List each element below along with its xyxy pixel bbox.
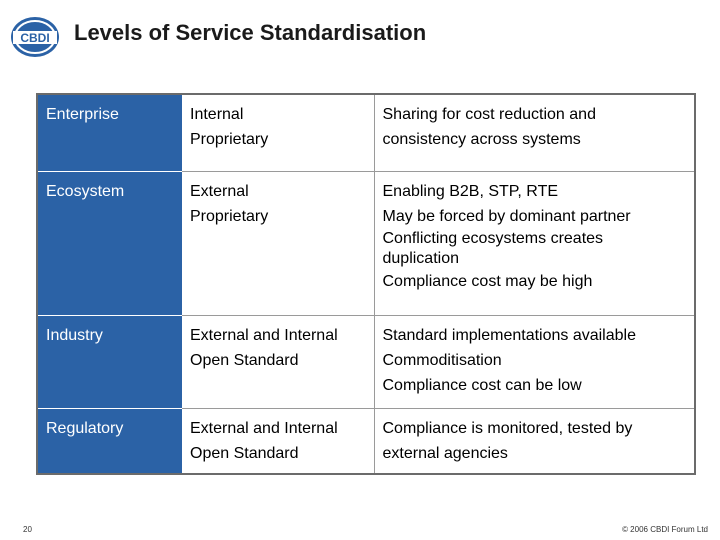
description-line: Enabling B2B, STP, RTE [382,182,559,200]
scope-line: External and Internal [190,326,338,344]
description-line: consistency across systems [382,131,581,148]
level-cell: Industry [37,314,182,409]
description-cell: Sharing for cost reduction and consisten… [374,93,695,172]
description-line: Compliance cost may be high [382,272,593,290]
scope-line: Internal [190,106,244,123]
page-number: 20 [23,525,32,534]
description-line: Conflicting ecosystems creates [382,229,604,247]
scope-line: Proprietary [190,207,269,225]
scope-line: External [190,182,249,200]
level-cell: Enterprise [37,93,182,172]
scope-cell: Internal Proprietary [182,93,375,172]
description-line: Sharing for cost reduction and [382,106,596,123]
table-row: Regulatory External and Internal Open St… [37,407,695,475]
description-cell: Compliance is monitored, tested by exter… [374,407,695,475]
scope-line: Proprietary [190,131,269,148]
scope-line: Open Standard [190,444,299,462]
cbdi-logo-icon: CBDI [11,17,59,57]
description-line: duplication [382,249,460,267]
description-cell: Standard implementations available Commo… [374,314,695,409]
description-line: Compliance cost can be low [382,376,582,394]
standardisation-table: Enterprise Internal Proprietary Sharing … [36,93,696,475]
logo-text: CBDI [20,31,49,45]
table-row: Industry External and Internal Open Stan… [37,314,695,409]
scope-cell: External and Internal Open Standard [182,314,375,409]
copyright-notice: © 2006 CBDI Forum Ltd [622,525,708,534]
level-cell: Ecosystem [37,170,182,316]
level-cell: Regulatory [37,407,182,475]
scope-cell: External and Internal Open Standard [182,407,375,475]
cbdi-logo: CBDI [8,12,64,60]
description-line: Standard implementations available [382,326,636,344]
table-row: Ecosystem External Proprietary Enabling … [37,170,695,316]
scope-line: External and Internal [190,419,338,437]
scope-line: Open Standard [190,351,299,369]
description-line: Commoditisation [382,351,502,369]
description-line: May be forced by dominant partner [382,207,631,225]
slide-title: Levels of Service Standardisation [74,20,427,45]
description-cell: Enabling B2B, STP, RTE May be forced by … [374,170,695,316]
table-row: Enterprise Internal Proprietary Sharing … [37,93,695,172]
scope-cell: External Proprietary [182,170,375,316]
description-line: Compliance is monitored, tested by [382,419,633,437]
description-line: external agencies [382,444,508,462]
